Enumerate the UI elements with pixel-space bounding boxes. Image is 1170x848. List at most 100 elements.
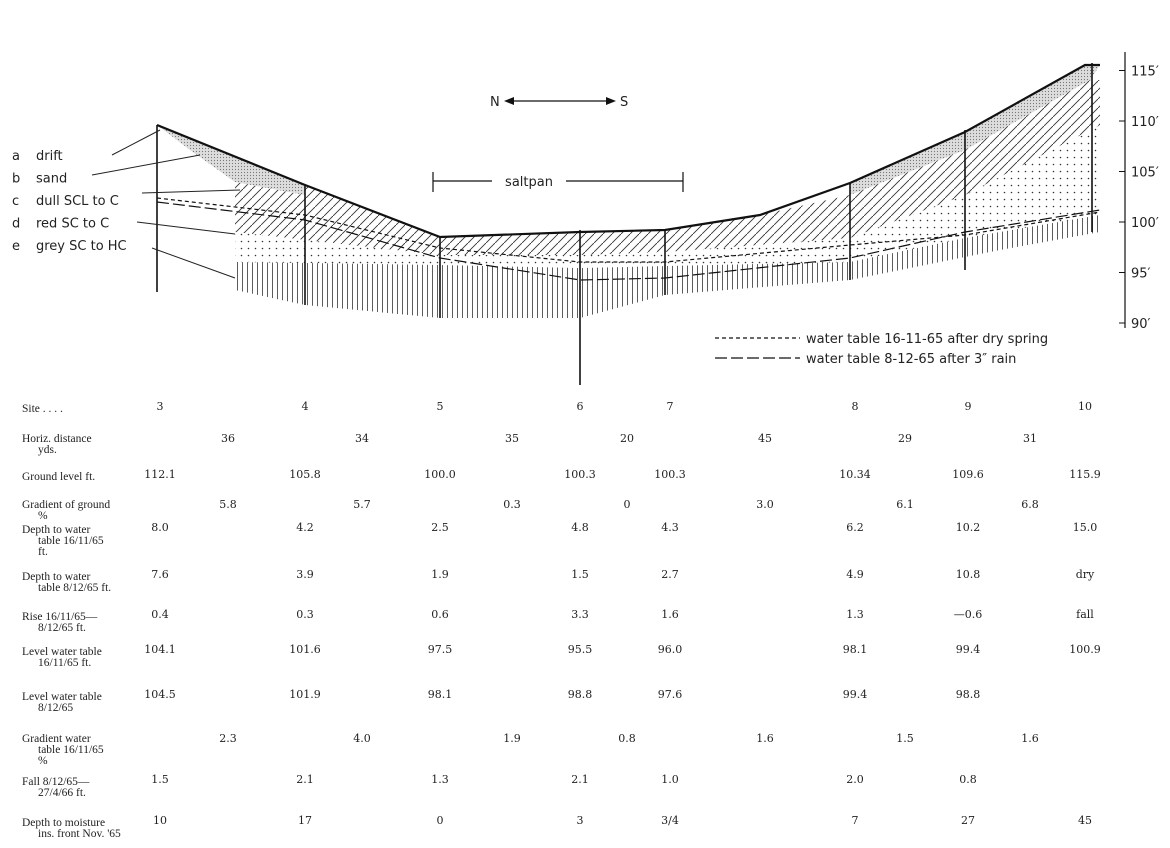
table-cell: 5.8 xyxy=(219,498,237,511)
table-cell: 104.5 xyxy=(144,688,176,701)
table-cell: 9 xyxy=(965,400,972,413)
table-cell: —0.6 xyxy=(954,608,983,621)
table-cell: 98.8 xyxy=(568,688,593,701)
table-cell: 1.5 xyxy=(896,732,914,745)
table-cell: 3.9 xyxy=(296,568,314,581)
table-cell: 6 xyxy=(577,400,584,413)
table-cell: 109.6 xyxy=(952,468,984,481)
row-label: % xyxy=(38,755,48,767)
table-cell: 0.6 xyxy=(431,608,449,621)
table-cell: 10.34 xyxy=(839,468,871,481)
table-cell: 100.3 xyxy=(564,468,596,481)
row-label: 16/11/65 ft. xyxy=(38,657,91,669)
table-cell: 1.3 xyxy=(846,608,864,621)
row-label: % xyxy=(38,510,48,522)
row-label: table 16/11/65 xyxy=(38,744,104,756)
table-cell: 6.1 xyxy=(896,498,914,511)
elevation-label: 110′ xyxy=(1131,115,1159,130)
table-cell: 2.0 xyxy=(846,773,864,786)
elevation-label: 105′ xyxy=(1131,166,1159,181)
table-cell: 2.1 xyxy=(296,773,314,786)
table-cell: 6.2 xyxy=(846,521,864,534)
legend-label: water table 8-12-65 after 3″ rain xyxy=(806,352,1016,367)
table-cell: 5.7 xyxy=(353,498,371,511)
table-cell: 2.1 xyxy=(571,773,589,786)
table-cell: 98.1 xyxy=(428,688,453,701)
row-label: Horiz. distance xyxy=(22,433,92,445)
table-cell: 3/4 xyxy=(661,814,679,827)
table-cell: 29 xyxy=(898,432,912,445)
elevation-label: 95′ xyxy=(1131,267,1151,282)
row-label: table 8/12/65 ft. xyxy=(38,582,111,594)
table-cell: 100.0 xyxy=(424,468,456,481)
table-cell: 27 xyxy=(961,814,975,827)
table-cell: 3 xyxy=(577,814,584,827)
table-cell: 100.9 xyxy=(1069,643,1101,656)
layer-label: grey SC to HC xyxy=(36,239,127,254)
row-label: Gradient of ground xyxy=(22,499,110,511)
leader xyxy=(136,221,236,235)
table-cell: 1.0 xyxy=(661,773,679,786)
table-cell: 3 xyxy=(157,400,164,413)
sand-layer xyxy=(157,125,305,195)
table-cell: 97.5 xyxy=(428,643,453,656)
table-cell: 100.3 xyxy=(654,468,686,481)
elevation-label: 115′ xyxy=(1131,65,1159,80)
vertisol-layer xyxy=(235,215,1100,318)
table-cell: 0.4 xyxy=(151,608,169,621)
layer-letter: d xyxy=(12,217,20,232)
saltpan-label: saltpan xyxy=(505,175,553,190)
row-label: 27/4/66 ft. xyxy=(38,787,86,799)
table-cell: 6.8 xyxy=(1021,498,1039,511)
layer-label: drift xyxy=(36,149,63,164)
table-cell: 4.8 xyxy=(571,521,589,534)
table-cell: 115.9 xyxy=(1069,468,1101,481)
elevation-label: 100′ xyxy=(1131,216,1159,231)
layer-label: dull SCL to C xyxy=(36,194,119,209)
layer-letter: e xyxy=(12,239,20,254)
table-cell: 0 xyxy=(437,814,444,827)
site-poles xyxy=(156,63,1093,385)
leaders xyxy=(91,129,241,279)
row-label: Rise 16/11/65— xyxy=(22,611,98,623)
table-cell: 10 xyxy=(153,814,167,827)
table-cell: 1.5 xyxy=(151,773,169,786)
table-cell: 99.4 xyxy=(956,643,981,656)
table-cell: 97.6 xyxy=(658,688,683,701)
table-cell: 2.5 xyxy=(431,521,449,534)
table-cell: 8 xyxy=(852,400,859,413)
table-cell: 1.5 xyxy=(571,568,589,581)
cross-section xyxy=(91,52,1126,385)
table-cell: 4.0 xyxy=(353,732,371,745)
row-label: Level water table xyxy=(22,691,102,703)
grey-layer xyxy=(235,125,1100,268)
table-cell: 1.9 xyxy=(431,568,449,581)
leader xyxy=(151,247,236,279)
table-cell: 3.3 xyxy=(571,608,589,621)
table-cell: 96.0 xyxy=(658,643,683,656)
water-table-dry xyxy=(156,197,1101,263)
row-label: Ground level ft. xyxy=(22,471,95,483)
table-cell: 8.0 xyxy=(151,521,169,534)
table-cell: 98.8 xyxy=(956,688,981,701)
table-cell: 1.6 xyxy=(1021,732,1039,745)
legend-label: water table 16-11-65 after dry spring xyxy=(806,332,1048,347)
table-cell: 45 xyxy=(1078,814,1092,827)
table-cell: 0.8 xyxy=(618,732,636,745)
water-table-rain xyxy=(156,201,1101,281)
row-label: 8/12/65 xyxy=(38,702,73,714)
table-cell: 4.2 xyxy=(296,521,314,534)
table-cell: 45 xyxy=(758,432,772,445)
row-label: Gradient water xyxy=(22,733,91,745)
table-cell: 99.4 xyxy=(843,688,868,701)
table-cell: 36 xyxy=(221,432,235,445)
table-cell: 7 xyxy=(667,400,674,413)
ground-surface xyxy=(156,63,1100,239)
table-cell: 101.6 xyxy=(289,643,321,656)
table-cell: 4.3 xyxy=(661,521,679,534)
table-cell: dry xyxy=(1076,568,1095,581)
row-label: Depth to water xyxy=(22,571,91,583)
row-label: yds. xyxy=(38,444,57,456)
